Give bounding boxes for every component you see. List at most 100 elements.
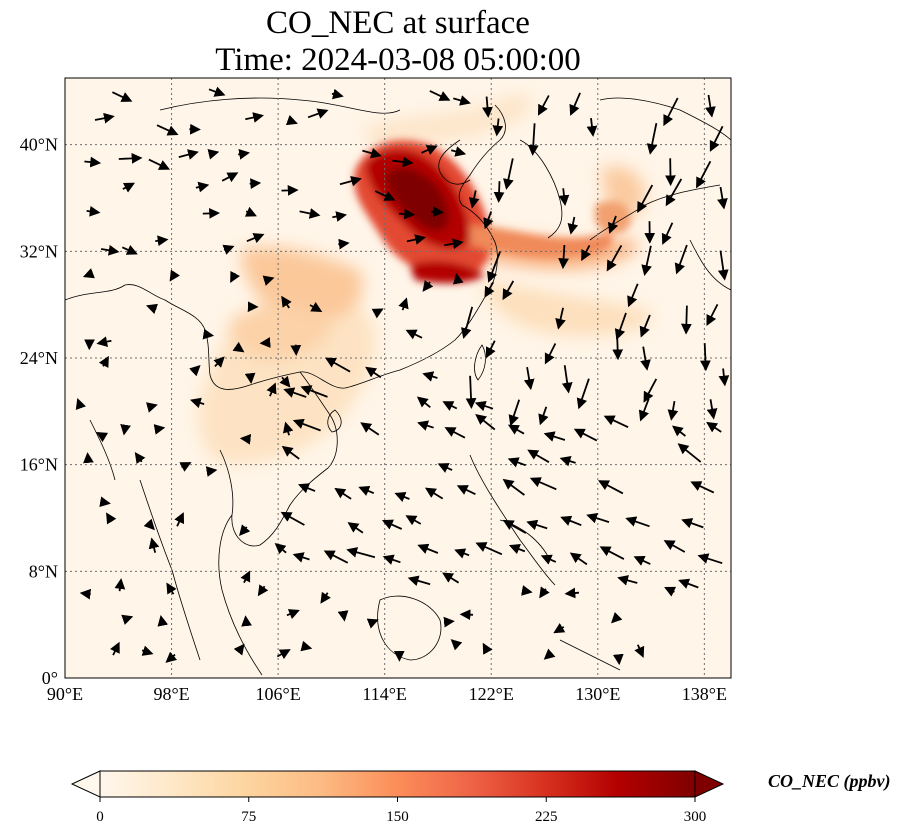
wind-arrow	[612, 653, 624, 666]
wind-arrow	[633, 555, 651, 566]
wind-arrow	[576, 378, 590, 410]
wind-arrow	[249, 178, 262, 190]
wind-arrow	[558, 188, 570, 206]
wind-arrow	[245, 112, 264, 123]
wind-arrow	[281, 445, 300, 460]
wind-arrow	[230, 270, 240, 283]
lon-tick-label: 90°E	[47, 684, 83, 704]
figure-title: CO_NEC at surface	[266, 5, 530, 41]
wind-arrow	[157, 615, 169, 627]
wind-arrow	[614, 312, 627, 341]
wind-arrow	[346, 547, 376, 559]
wind-arrow	[222, 244, 235, 255]
colorbar: 0 75 150 225 300	[70, 770, 725, 825]
wind-arrow	[112, 91, 133, 102]
wind-arrow	[677, 443, 702, 463]
wind-arrow	[487, 251, 501, 283]
wind-arrow	[338, 238, 350, 250]
wind-arrow	[555, 307, 566, 330]
wind-arrow	[503, 158, 514, 190]
wind-arrow	[75, 398, 86, 410]
wind-arrow	[558, 245, 569, 270]
wind-arrow	[663, 97, 679, 127]
wind-arrow	[581, 244, 591, 262]
wind-arrow	[156, 124, 179, 136]
wind-arrow	[422, 371, 438, 382]
wind-arrow	[444, 238, 464, 250]
map-frame	[64, 77, 732, 679]
wind-arrow	[586, 117, 598, 137]
wind-arrow	[608, 215, 619, 234]
wind-arrow	[507, 457, 527, 468]
wind-arrow	[417, 543, 439, 554]
wind-arrow	[502, 519, 527, 534]
wind-arrow	[347, 522, 364, 534]
wind-arrow	[523, 366, 535, 391]
wind-arrow	[382, 554, 401, 565]
wind-arrow	[429, 90, 451, 101]
wind-arrow	[561, 365, 573, 394]
wind-arrow	[221, 172, 239, 183]
wind-arrow	[324, 357, 351, 373]
wind-arrow	[298, 483, 316, 494]
wind-arrow	[543, 431, 566, 442]
wind-arrow	[381, 519, 403, 530]
wind-arrow	[717, 250, 729, 281]
lat-tick-label: 40°N	[20, 135, 58, 155]
figure-time: Time: 2024-03-08 05:00:00	[215, 42, 581, 78]
wind-arrow	[661, 222, 674, 245]
wind-arrow	[453, 95, 471, 106]
colorbar-tick-label: 0	[96, 809, 104, 825]
wind-arrow	[332, 211, 347, 222]
wind-arrow	[468, 190, 480, 209]
wind-arrow	[573, 428, 598, 442]
wind-arrow	[705, 94, 716, 118]
wind-arrow	[238, 148, 250, 160]
wind-arrow	[407, 575, 431, 586]
wind-arrow	[544, 343, 557, 365]
wind-arrow	[646, 123, 658, 155]
wind-arrow	[121, 244, 138, 255]
wind-arrow	[706, 421, 722, 433]
wind-arrow	[274, 543, 287, 555]
wind-arrow	[337, 610, 349, 622]
wind-arrow	[179, 462, 192, 472]
wind-arrow	[586, 512, 610, 524]
wind-arrow	[606, 244, 623, 272]
wind-arrow	[96, 336, 112, 347]
wind-arrow	[146, 402, 158, 413]
wind-arrow	[100, 244, 120, 256]
wind-arrow	[280, 511, 305, 526]
colorbar-tick-label: 225	[535, 809, 558, 825]
wind-arrow	[529, 477, 557, 491]
wind-arrow	[483, 211, 494, 230]
lat-tick-label: 32°N	[20, 241, 58, 261]
wind-arrow	[279, 375, 291, 388]
lat-tick-label: 8°N	[29, 561, 58, 581]
wind-arrow	[282, 421, 294, 436]
wind-arrow	[700, 343, 711, 372]
wind-arrow	[106, 512, 117, 525]
wind-arrow	[559, 456, 576, 467]
wind-arrow	[671, 425, 686, 437]
wind-arrow	[678, 578, 699, 589]
wind-arrow	[706, 303, 719, 327]
wind-arrow	[437, 463, 453, 473]
colorbar-tick-label: 300	[684, 809, 707, 825]
wind-arrow	[643, 378, 658, 403]
coastlines	[65, 97, 731, 676]
wind-arrow	[664, 586, 677, 597]
lon-tick-label: 122°E	[469, 684, 514, 704]
wind-arrow	[143, 518, 155, 531]
wind-arrow	[300, 385, 328, 398]
wind-vectors	[75, 86, 730, 666]
wind-arrow	[371, 308, 384, 319]
wind-arrow	[599, 546, 625, 560]
wind-arrow	[508, 544, 526, 555]
wind-arrow	[444, 427, 466, 439]
wind-arrow	[334, 487, 352, 500]
wind-arrow	[205, 466, 218, 477]
wind-arrow	[121, 614, 134, 625]
wind-arrow	[417, 420, 434, 431]
wind-arrow	[283, 387, 307, 398]
